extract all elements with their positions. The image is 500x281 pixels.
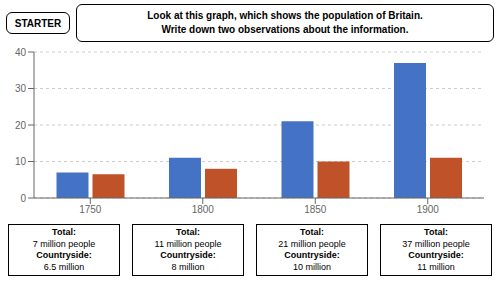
html-text:Write down two observations ab: Write down two observations about the in… <box>161 24 409 35</box>
html-text:Countryside:: Countryside: <box>36 250 92 260</box>
html-text:11 million: 11 million <box>417 261 455 272</box>
html-text:10 million: 10 million <box>293 261 331 272</box>
svg-text:1850: 1850 <box>304 204 327 215</box>
html-text:7 million people: 7 million people <box>32 238 96 249</box>
svg-text:0: 0 <box>20 193 26 204</box>
html-text:Countryside:: Countryside: <box>284 250 340 260</box>
html-text:21 million people: 21 million people <box>278 238 346 249</box>
svg-text:30: 30 <box>15 83 27 94</box>
html-text:Total:: Total: <box>424 227 448 237</box>
svg-text:40: 40 <box>15 47 27 58</box>
html-text:Total:: Total: <box>176 227 200 237</box>
html-text:Total:: Total: <box>52 227 76 237</box>
svg-text:1800: 1800 <box>192 204 215 215</box>
html-text:Countryside:: Countryside: <box>408 250 464 260</box>
svg-text:10: 10 <box>15 156 27 167</box>
svg-text:1900: 1900 <box>417 204 440 215</box>
svg-text:1750: 1750 <box>79 204 102 215</box>
html-text:STARTER: STARTER <box>14 17 62 29</box>
html-text:11 million people: 11 million people <box>154 238 222 249</box>
html-text:8 million: 8 million <box>171 261 205 272</box>
html-text:6.5 million: 6.5 million <box>43 261 85 272</box>
html-text:Countryside:: Countryside: <box>160 250 216 260</box>
html-text:Look at this graph, which show: Look at this graph, which shows the popu… <box>147 10 423 21</box>
html-text:37 million people: 37 million people <box>402 238 470 249</box>
html-text:Total:: Total: <box>300 227 324 237</box>
svg-text:20: 20 <box>15 120 27 131</box>
